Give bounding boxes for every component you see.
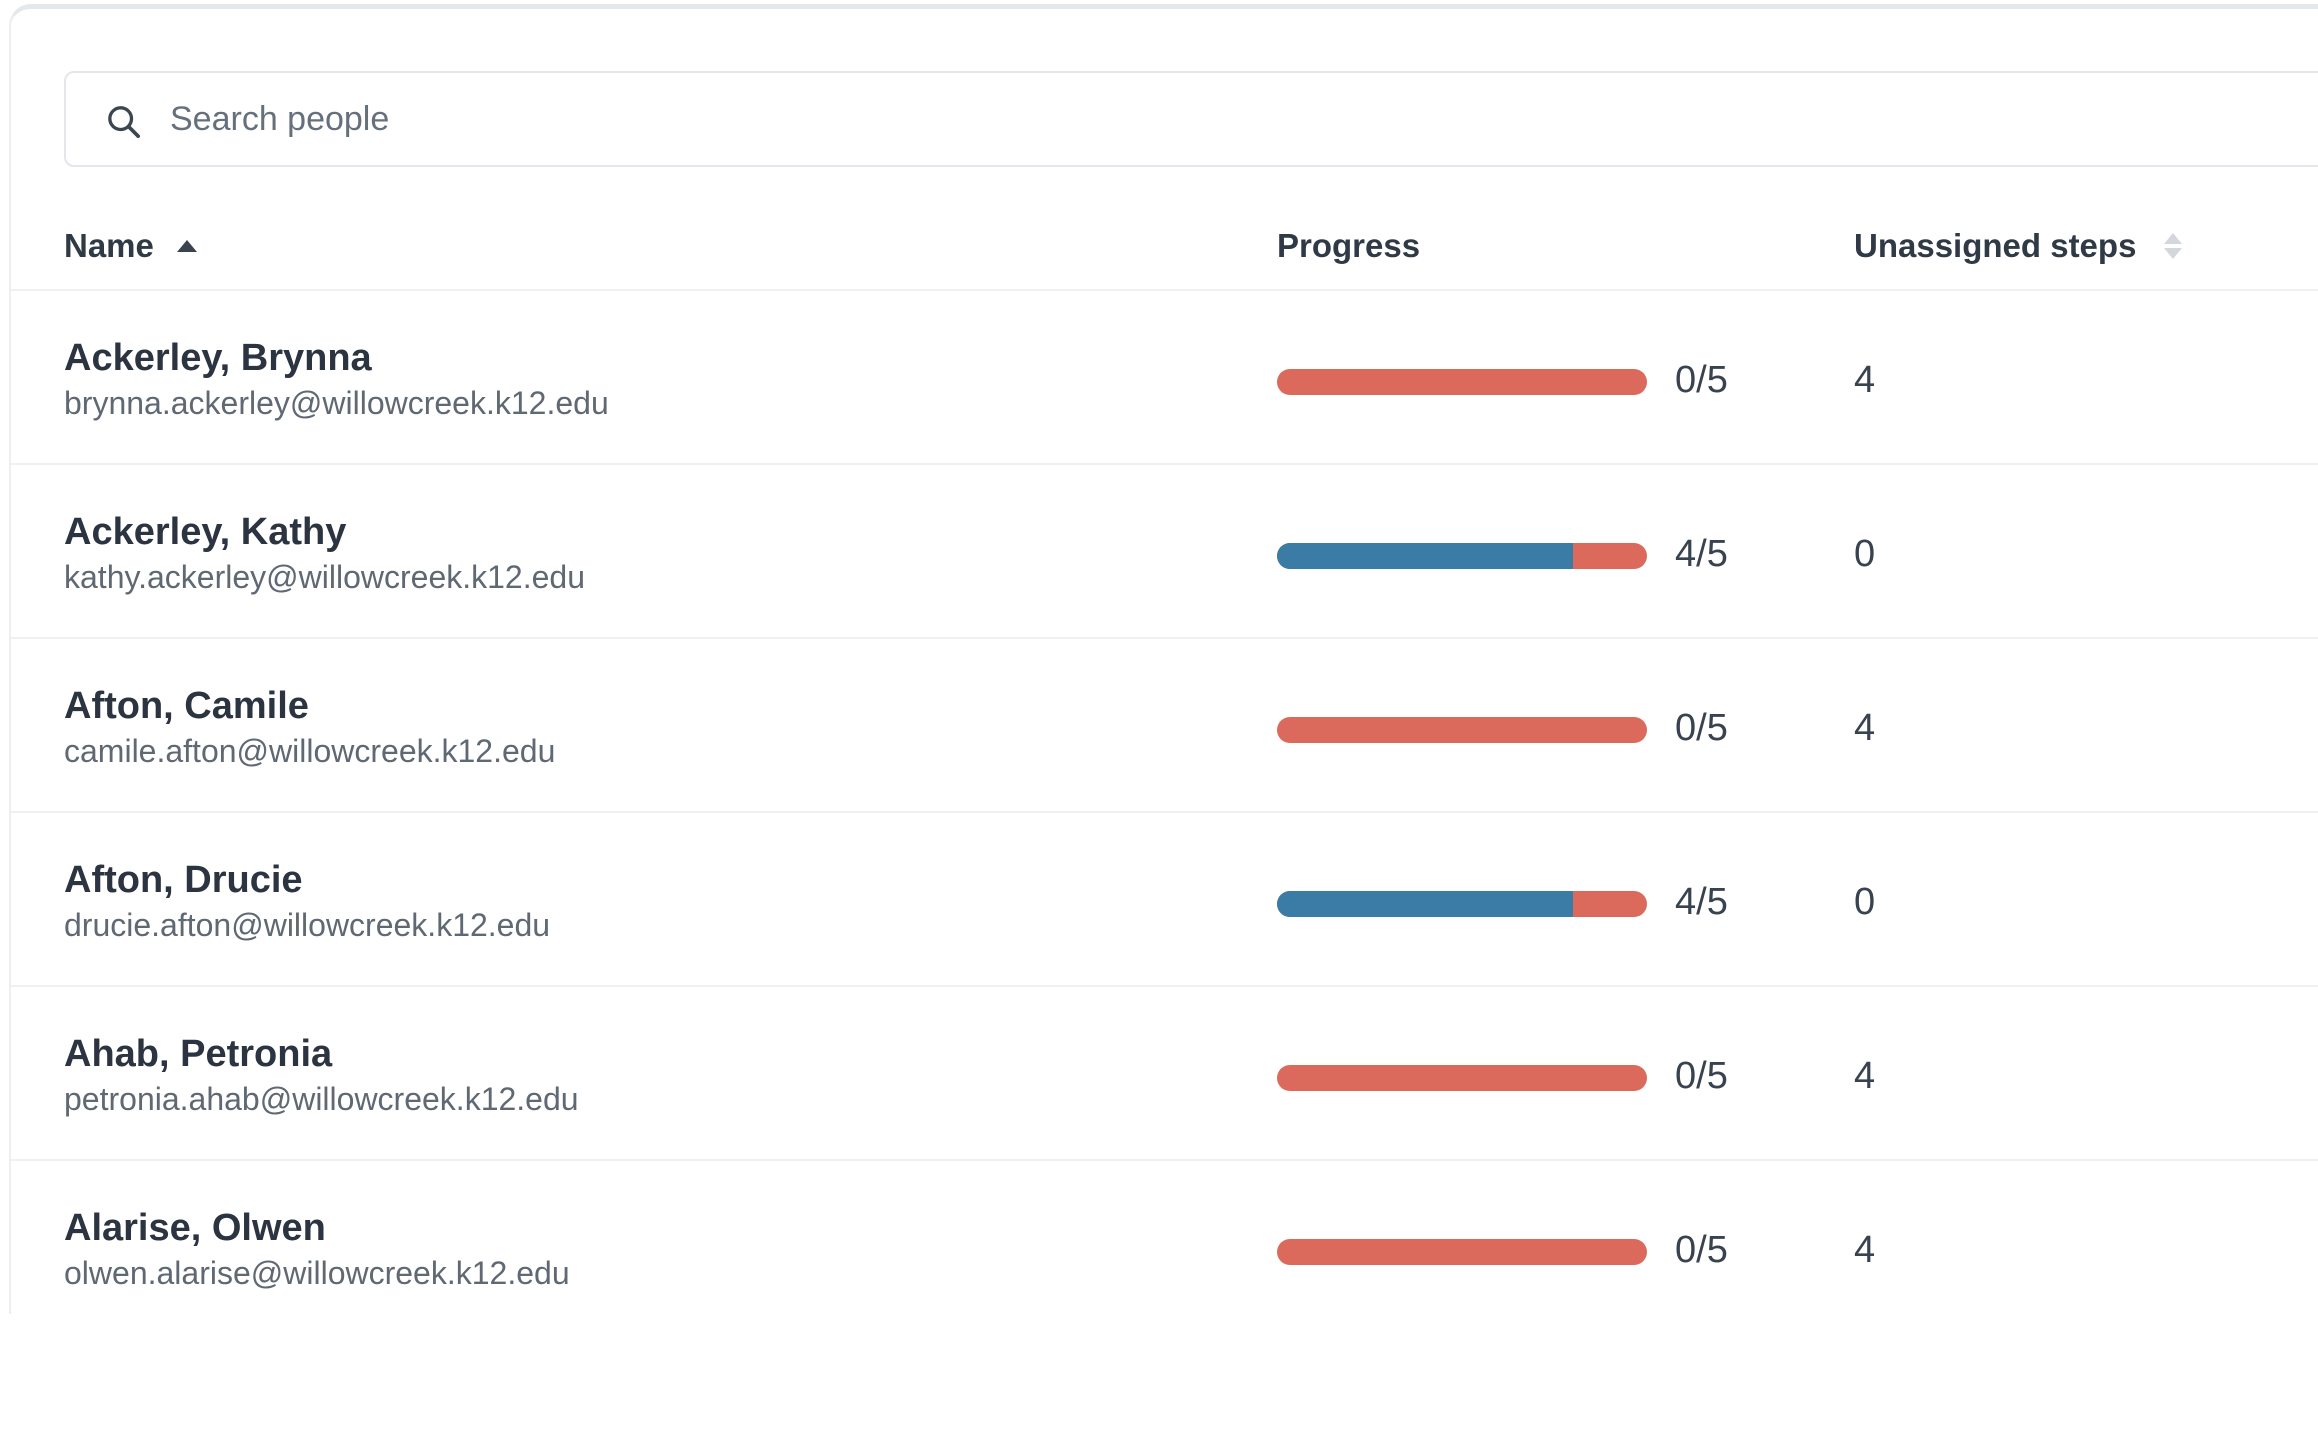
person-name[interactable]: Ackerley, Brynna [64,337,372,379]
progress-bar [1277,369,1647,395]
progress-count: 4/5 [1675,533,1728,575]
person-name[interactable]: Afton, Camile [64,685,309,727]
table-row[interactable]: Afton, Drucie drucie.afton@willowcreek.k… [11,813,2318,987]
person-email: drucie.afton@willowcreek.k12.edu [64,907,551,943]
unassigned-count: 4 [1854,1055,1876,1097]
person-name[interactable]: Ackerley, Kathy [64,511,347,553]
progress-count: 0/5 [1675,1229,1728,1271]
table-row[interactable]: Afton, Camile camile.afton@willowcreek.k… [11,639,2318,813]
progress-bar-fill [1277,891,1573,917]
sort-icon[interactable] [2162,231,2184,261]
progress-count: 0/5 [1675,1055,1728,1097]
people-panel: Name Progress Unassigned steps Ackerley,… [9,4,2318,1314]
person-email: petronia.ahab@willowcreek.k12.edu [64,1081,579,1117]
person-email: camile.afton@willowcreek.k12.edu [64,733,556,769]
person-email: olwen.alarise@willowcreek.k12.edu [64,1255,570,1291]
search-box[interactable] [64,71,2318,167]
table-header: Name Progress Unassigned steps [11,201,2318,291]
unassigned-count: 4 [1854,359,1876,401]
column-header-name[interactable]: Name [64,201,198,291]
unassigned-count: 0 [1854,881,1876,923]
table-row[interactable]: Ahab, Petronia petronia.ahab@willowcreek… [11,987,2318,1161]
search-icon [108,106,141,139]
person-email: brynna.ackerley@willowcreek.k12.edu [64,385,609,421]
progress-bar [1277,543,1647,569]
person-email: kathy.ackerley@willowcreek.k12.edu [64,559,585,595]
progress-bar [1277,891,1647,917]
person-name[interactable]: Alarise, Olwen [64,1207,326,1249]
progress-count: 4/5 [1675,881,1728,923]
column-header-unassigned[interactable]: Unassigned steps [1854,201,2184,291]
person-name[interactable]: Ahab, Petronia [64,1033,333,1075]
column-header-unassigned-label: Unassigned steps [1854,227,2137,264]
progress-bar [1277,1239,1647,1265]
progress-bar [1277,1065,1647,1091]
progress-count: 0/5 [1675,707,1728,749]
table-row[interactable]: Alarise, Olwen olwen.alarise@willowcreek… [11,1161,2318,1335]
unassigned-count: 4 [1854,707,1876,749]
person-name[interactable]: Afton, Drucie [64,859,303,901]
table-row[interactable]: Ackerley, Brynna brynna.ackerley@willowc… [11,291,2318,465]
search-input[interactable] [170,73,1970,165]
progress-bar [1277,717,1647,743]
table-row[interactable]: Ackerley, Kathy kathy.ackerley@willowcre… [11,465,2318,639]
unassigned-count: 4 [1854,1229,1876,1271]
unassigned-count: 0 [1854,533,1876,575]
column-header-progress: Progress [1277,201,1420,291]
column-header-progress-label: Progress [1277,227,1421,264]
sort-ascending-icon[interactable] [176,239,198,253]
progress-count: 0/5 [1675,359,1728,401]
progress-bar-fill [1277,543,1573,569]
column-header-name-label: Name [64,227,154,264]
